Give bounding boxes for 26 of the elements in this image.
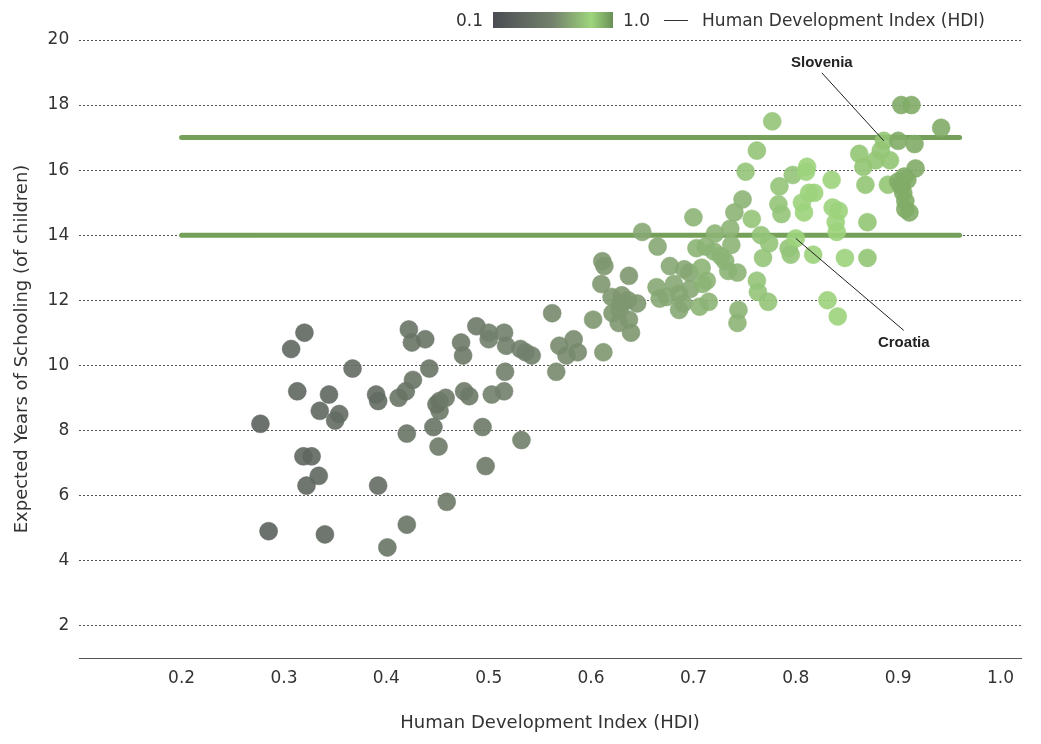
x-axis-title: Human Development Index (HDI): [400, 710, 700, 732]
x-tick-label: 0.7: [679, 666, 707, 687]
text: 0.1: [455, 10, 484, 30]
x-tick-label: 0.5: [475, 666, 503, 687]
x-tick-label: 0.2: [168, 666, 196, 687]
x-tick-label: 0.6: [577, 666, 605, 687]
y-tick-label: 10: [47, 353, 70, 374]
y-tick-label: 2: [58, 613, 70, 634]
y-tick-label: 4: [58, 548, 70, 569]
y-tick-label: 20: [47, 28, 70, 49]
y-tick-label: 18: [47, 93, 70, 114]
y-tick-label: 6: [58, 483, 70, 504]
x-tick-label: 0.8: [782, 666, 810, 687]
y-tick-label: 14: [47, 223, 70, 244]
annotation: Slovenia: [790, 52, 854, 70]
y-tick-label: 8: [58, 418, 70, 439]
annotation: Croatia: [877, 332, 931, 350]
text: Human Development Index (HDI): [702, 10, 985, 30]
text: 1.0: [623, 10, 651, 30]
x-tick-label: 0.9: [884, 666, 912, 687]
x-tick-label: 0.4: [372, 666, 400, 687]
y-axis-title: Expected Years of Schooling (of children): [10, 164, 32, 534]
x-tick-label: 1.0: [987, 666, 1015, 687]
y-tick-label: 16: [47, 158, 70, 179]
y-tick-label: 12: [47, 288, 70, 309]
x-tick-label: 0.3: [270, 666, 298, 687]
